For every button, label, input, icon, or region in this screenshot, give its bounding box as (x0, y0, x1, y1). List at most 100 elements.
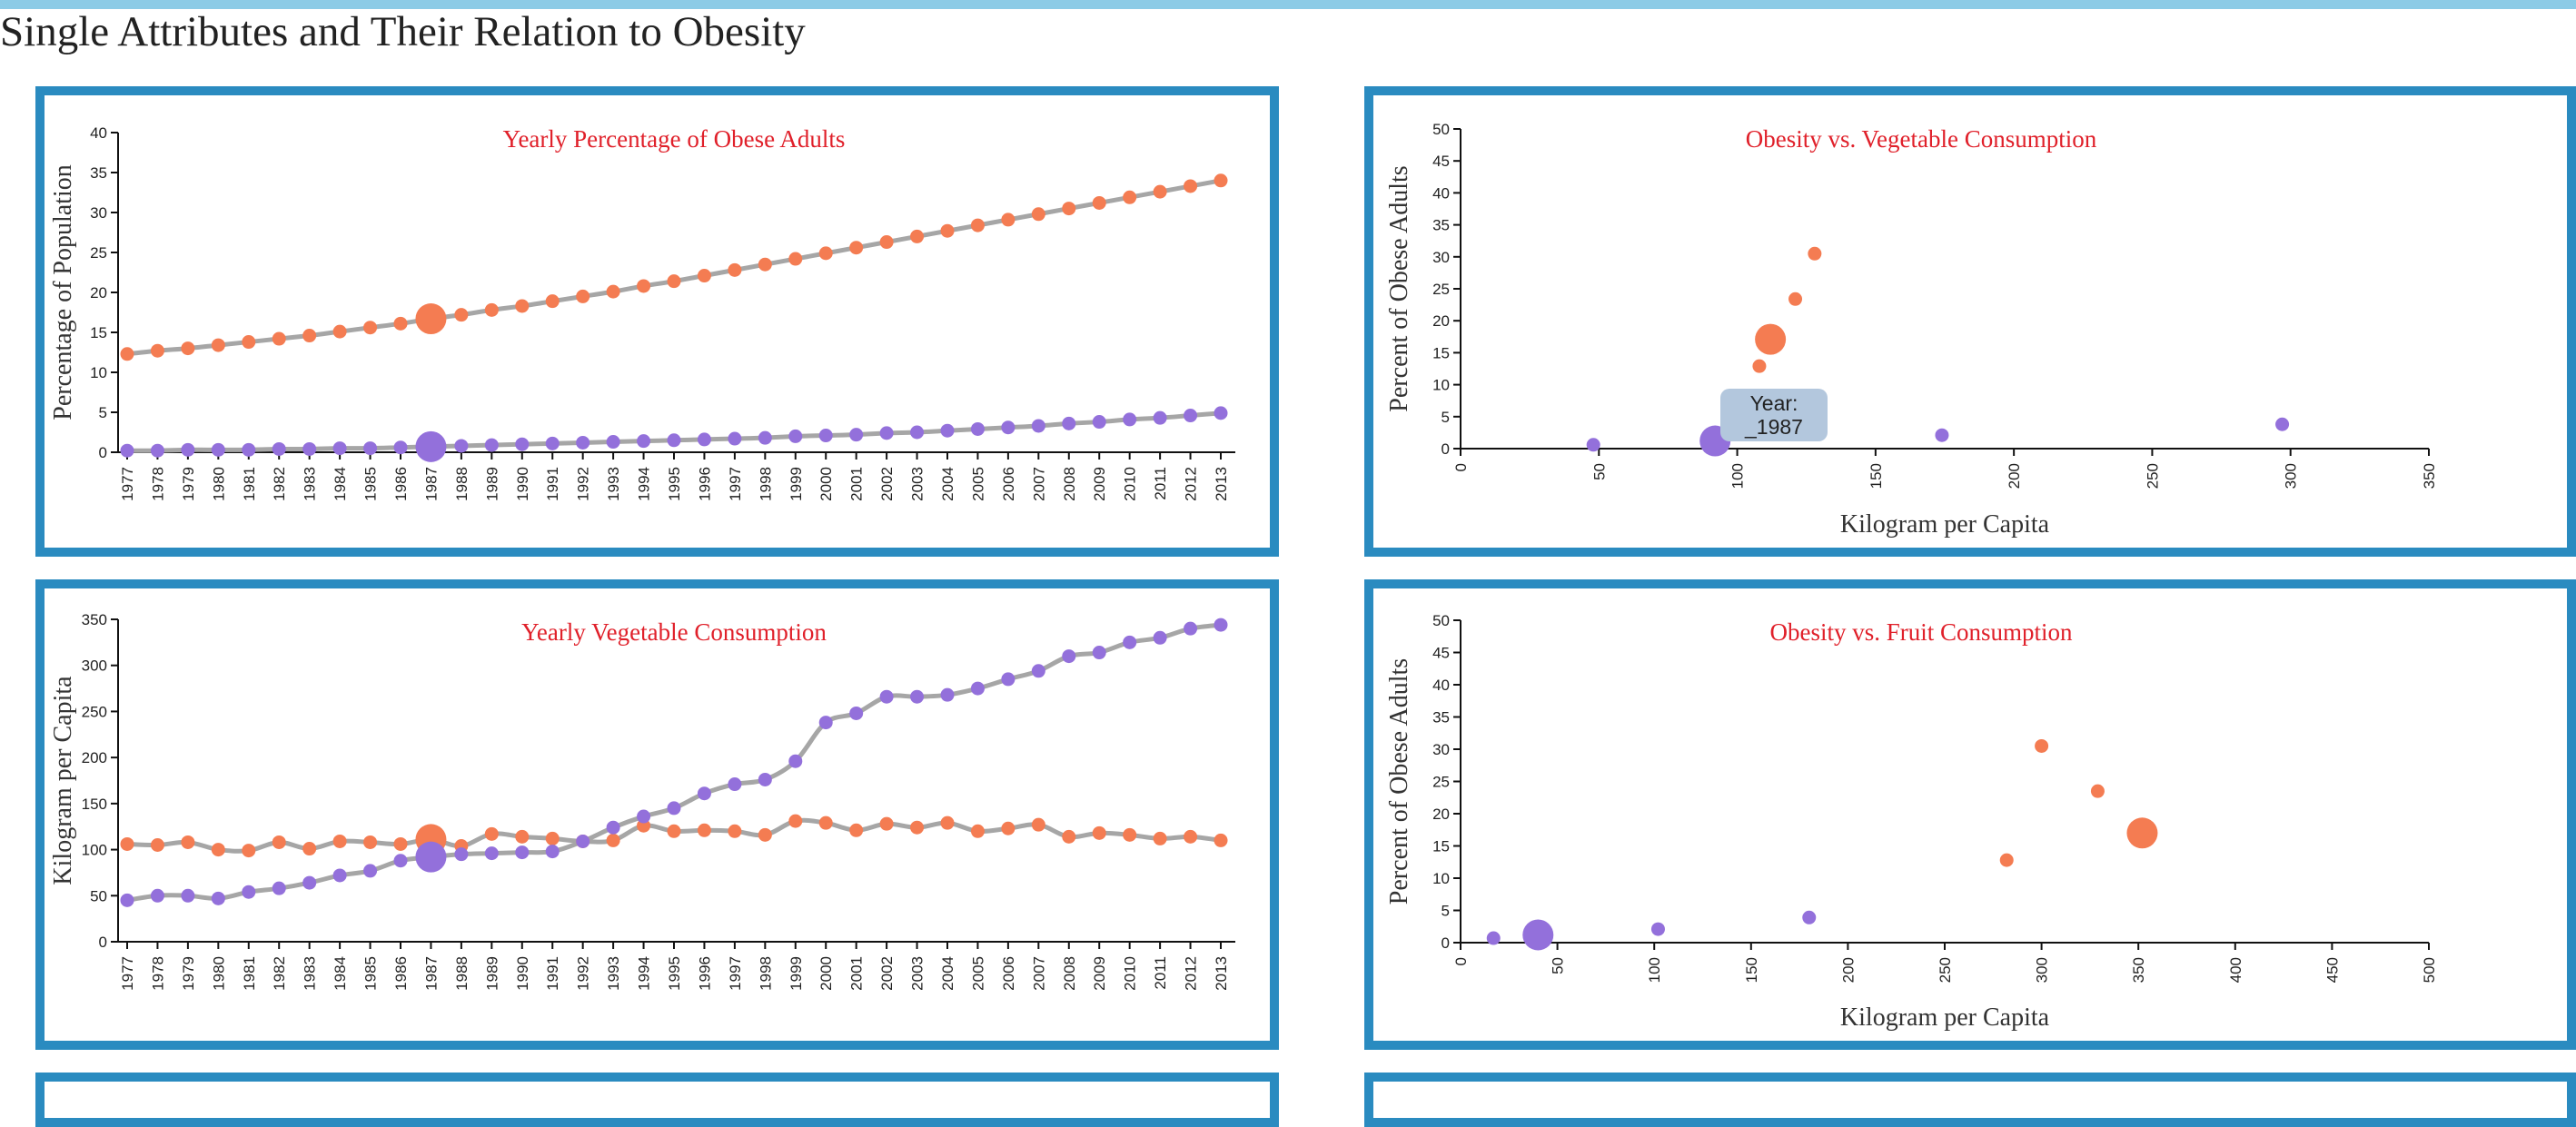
x-tick-label: 1987 (422, 956, 440, 991)
x-tick-label: 1978 (149, 467, 166, 501)
y-tick-label: 10 (1432, 377, 1450, 394)
x-tick-label: 1989 (483, 467, 500, 501)
chart-veg-scatter: Obesity vs. Vegetable Consumption Percent… (1385, 121, 2438, 539)
y-tick-label: 25 (1432, 281, 1450, 298)
data-point (1752, 359, 1767, 373)
data-point (879, 426, 894, 440)
data-point (576, 289, 590, 303)
x-tick-label: 1997 (727, 467, 744, 501)
data-point (515, 829, 530, 844)
data-point (697, 269, 711, 283)
chart-vegetable-line: Yearly Vegetable Consumption Kilogram per… (49, 611, 1235, 991)
x-tick-label: 1980 (210, 956, 227, 991)
y-tick-label: 40 (90, 124, 107, 142)
x-tick-label: 100 (1646, 957, 1663, 983)
x-tick-label: 1992 (575, 467, 592, 501)
data-point (667, 824, 681, 838)
data-point (211, 843, 225, 857)
data-point (515, 437, 530, 451)
data-point (120, 443, 134, 458)
data-point (697, 823, 711, 837)
data-point (637, 434, 651, 449)
data-point (515, 299, 530, 313)
x-tick-label: 2005 (969, 956, 986, 991)
chart-title: Yearly Percentage of Obese Adults (503, 125, 846, 153)
data-point (332, 834, 347, 848)
y-tick-label: 45 (1432, 645, 1450, 662)
data-point (1650, 922, 1665, 936)
data-point (1586, 438, 1600, 452)
panel-vegetable-line: Yearly Vegetable Consumption Kilogram per… (35, 579, 1279, 1050)
x-tick-label: 100 (1729, 463, 1747, 489)
data-point (606, 833, 620, 847)
x-tick-label: 1988 (453, 956, 471, 991)
data-point (667, 274, 681, 289)
x-tick-label: 1987 (422, 467, 440, 501)
data-point (332, 324, 347, 339)
x-tick-label: 2010 (1122, 467, 1139, 501)
series-line (126, 178, 1222, 357)
chart-title: Yearly Vegetable Consumption (521, 618, 827, 646)
x-tick-label: 300 (2283, 463, 2300, 489)
data-point (1153, 831, 1167, 845)
x-tick-label: 2006 (1000, 467, 1017, 501)
x-tick-label: 1983 (302, 467, 319, 501)
data-point (242, 844, 256, 858)
data-point (272, 881, 286, 895)
data-point (910, 689, 925, 704)
data-point (1123, 827, 1137, 842)
data-point (1092, 195, 1106, 210)
data-point (758, 772, 772, 786)
x-tick-label: 250 (2144, 463, 2161, 489)
x-tick-label: 1986 (392, 956, 410, 991)
data-point (1062, 829, 1076, 844)
data-point (484, 438, 499, 452)
data-point (606, 435, 620, 450)
x-tick-label: 1979 (180, 467, 197, 501)
data-point (849, 241, 864, 255)
data-point (150, 443, 164, 458)
data-point (1184, 409, 1198, 423)
data-point (970, 421, 985, 436)
data-point (545, 845, 560, 859)
panel-fruit-scatter: Obesity vs. Fruit Consumption Percent of … (1364, 579, 2576, 1050)
y-tick-label: 100 (82, 842, 107, 859)
data-point (363, 835, 378, 849)
x-tick-label: 1977 (119, 467, 136, 501)
panel-bottom-left (35, 1073, 1279, 1127)
data-point (302, 441, 317, 456)
y-axis-label: Percent of Obese Adults (1385, 165, 1413, 411)
x-tick-label: 1984 (332, 467, 349, 501)
data-point (576, 834, 590, 848)
data-point (1001, 672, 1016, 687)
x-tick-label: 1977 (119, 956, 136, 991)
data-point (728, 431, 742, 446)
data-point (211, 338, 225, 352)
x-tick-label: 2012 (1183, 467, 1200, 501)
y-tick-label: 40 (1432, 184, 1450, 202)
y-tick-label: 20 (90, 284, 107, 302)
y-tick-label: 30 (1432, 249, 1450, 266)
y-tick-label: 50 (1432, 121, 1450, 138)
x-tick-label: 2010 (1122, 956, 1139, 991)
data-point (272, 441, 286, 456)
data-point (1214, 618, 1228, 632)
y-tick-label: 0 (99, 934, 107, 951)
data-point (1214, 173, 1228, 188)
y-tick-label: 5 (99, 404, 107, 421)
x-tick-label: 2000 (817, 956, 835, 991)
data-point (667, 801, 681, 816)
data-point (758, 430, 772, 445)
y-tick-label: 40 (1432, 677, 1450, 694)
data-point (272, 835, 286, 849)
data-point (150, 888, 164, 903)
chart-title: Obesity vs. Fruit Consumption (1769, 618, 2073, 646)
x-tick-label: 450 (2323, 957, 2341, 983)
hover-tooltip: Year:_1987 (1720, 389, 1828, 441)
x-tick-label: 2001 (848, 467, 866, 501)
x-tick-label: 1993 (605, 956, 622, 991)
x-tick-label: 1999 (788, 956, 805, 991)
x-tick-label: 1992 (575, 956, 592, 991)
x-tick-label: 2006 (1000, 956, 1017, 991)
data-point (150, 343, 164, 358)
